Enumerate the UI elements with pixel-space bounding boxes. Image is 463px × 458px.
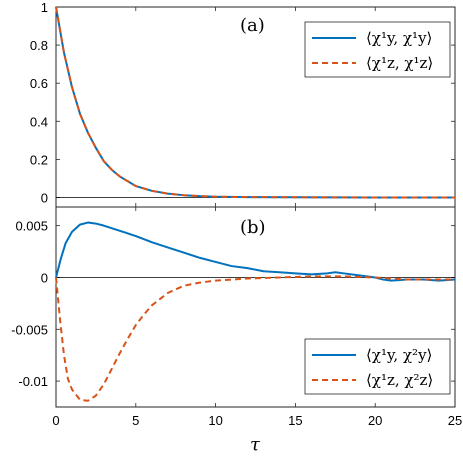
y-tick-label-a: 0.4 [30,114,48,129]
y-tick-label-a: 0 [41,190,48,205]
y-tick-label-b: -0.01 [18,374,48,389]
legend-a-label-2: ⟨χ¹z, χ¹z⟩ [366,54,433,72]
panel-b-legend: ⟨χ¹y, χ²y⟩ ⟨χ¹z, χ²z⟩ [304,338,451,395]
x-tick-label: 5 [132,413,139,428]
series-line-a-2 [55,6,455,199]
x-tick-label: 10 [208,413,222,428]
legend-a-box [304,21,451,78]
series-line-b-2 [55,275,455,402]
y-tick-label-b: 0.005 [15,219,48,234]
legend-b-label-1: ⟨χ¹y, χ²y⟩ [366,346,432,364]
panel-a-series [55,6,455,199]
y-tick-label-a: 0.6 [30,76,48,91]
x-tick-label: 20 [368,413,382,428]
series-line-b-1 [55,221,456,282]
panel-a-ticks: 0 0.2 0.4 0.6 0.8 1 [30,0,456,207]
x-tick-label: 25 [448,413,462,428]
y-tick-label-a: 0.2 [30,152,48,167]
y-tick-label-b: -0.005 [11,322,48,337]
y-tick-label-a: 0.8 [30,38,48,53]
x-tick-label: 0 [52,413,59,428]
legend-b-label-2: ⟨χ¹z, χ²z⟩ [366,371,433,389]
y-tick-label-b: 0 [41,270,48,285]
panel-b-label: (b) [240,217,266,238]
panel-b-ticks: 0 5 10 15 20 25 -0.01 -0.005 0 0.005 [11,207,462,428]
x-axis-label: τ [250,434,261,455]
panel-b: 0 5 10 15 20 25 -0.01 -0.005 0 0.005 (b) ⟨χ¹y, χ²… [11,206,462,455]
y-tick-label-a: 1 [41,0,48,15]
panel-a: 0 0.2 0.4 0.6 0.8 1 (a) ⟨χ¹y, χ¹y⟩ ⟨χ¹z, χ¹z⟩ [30,0,456,208]
panel-a-legend: ⟨χ¹y, χ¹y⟩ ⟨χ¹z, χ¹z⟩ [304,21,451,78]
legend-b-box [304,338,451,395]
panel-b-series [55,221,456,402]
x-tick-label: 15 [288,413,302,428]
panel-a-label: (a) [240,15,265,36]
legend-a-label-1: ⟨χ¹y, χ¹y⟩ [366,29,432,47]
